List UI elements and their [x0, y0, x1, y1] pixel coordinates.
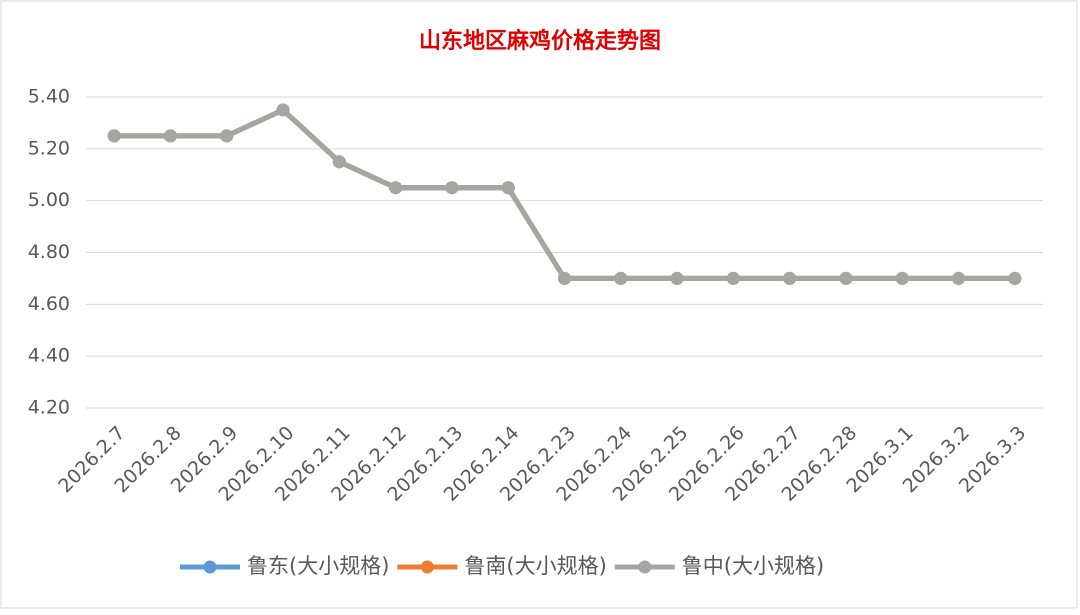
- data-point: [1008, 271, 1022, 285]
- legend-marker: [420, 560, 434, 574]
- y-tick-label: 5.40: [28, 86, 70, 108]
- y-tick-label: 5.00: [28, 189, 70, 211]
- data-point: [107, 129, 121, 143]
- legend-marker: [203, 560, 217, 574]
- y-tick-label: 4.80: [28, 241, 70, 263]
- data-point: [163, 129, 177, 143]
- legend-label: 鲁中(大小规格): [682, 554, 824, 578]
- data-point: [614, 271, 628, 285]
- data-point: [276, 103, 290, 117]
- data-point: [670, 271, 684, 285]
- data-point: [558, 271, 571, 285]
- legend-label: 鲁东(大小规格): [247, 554, 389, 578]
- y-tick-label: 4.20: [28, 397, 70, 419]
- data-point: [726, 271, 740, 285]
- data-point: [389, 181, 403, 195]
- data-point: [952, 271, 966, 285]
- y-tick-label: 4.60: [28, 293, 70, 315]
- data-point: [332, 155, 346, 169]
- legend-marker: [638, 560, 652, 574]
- data-point: [501, 181, 515, 195]
- data-point: [839, 271, 853, 285]
- data-point: [783, 271, 797, 285]
- data-point: [895, 271, 909, 285]
- y-tick-label: 4.40: [28, 345, 70, 367]
- data-point: [220, 129, 234, 143]
- chart-title: 山东地区麻鸡价格走势图: [419, 28, 661, 54]
- legend-label: 鲁南(大小规格): [464, 554, 606, 578]
- y-tick-label: 5.20: [28, 137, 70, 159]
- data-point: [445, 181, 459, 195]
